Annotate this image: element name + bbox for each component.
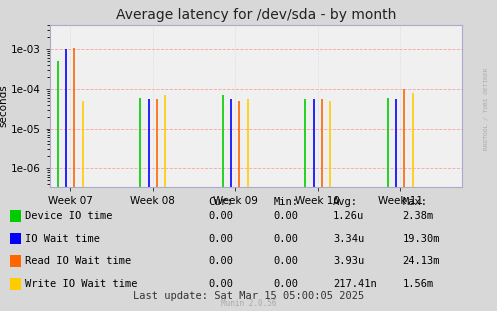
Text: Cur:: Cur: <box>209 197 234 207</box>
Text: 0.00: 0.00 <box>209 234 234 244</box>
Text: 1.26u: 1.26u <box>333 211 364 221</box>
Text: Write IO Wait time: Write IO Wait time <box>25 279 137 289</box>
Title: Average latency for /dev/sda - by month: Average latency for /dev/sda - by month <box>116 8 396 22</box>
Text: Last update: Sat Mar 15 05:00:05 2025: Last update: Sat Mar 15 05:00:05 2025 <box>133 291 364 301</box>
Text: 0.00: 0.00 <box>209 256 234 266</box>
Y-axis label: seconds: seconds <box>0 84 8 127</box>
Text: 217.41n: 217.41n <box>333 279 377 289</box>
Text: 0.00: 0.00 <box>273 256 298 266</box>
Text: 19.30m: 19.30m <box>403 234 440 244</box>
Text: Read IO Wait time: Read IO Wait time <box>25 256 131 266</box>
Text: IO Wait time: IO Wait time <box>25 234 100 244</box>
Text: Device IO time: Device IO time <box>25 211 112 221</box>
Text: Max:: Max: <box>403 197 427 207</box>
Text: 24.13m: 24.13m <box>403 256 440 266</box>
Text: 1.56m: 1.56m <box>403 279 434 289</box>
Text: 0.00: 0.00 <box>209 211 234 221</box>
Text: Munin 2.0.56: Munin 2.0.56 <box>221 299 276 308</box>
Text: 0.00: 0.00 <box>209 279 234 289</box>
Text: 0.00: 0.00 <box>273 234 298 244</box>
Text: RRDTOOL / TOBI OETIKER: RRDTOOL / TOBI OETIKER <box>484 67 489 150</box>
Text: Avg:: Avg: <box>333 197 358 207</box>
Text: 2.38m: 2.38m <box>403 211 434 221</box>
Text: 0.00: 0.00 <box>273 279 298 289</box>
Text: 3.34u: 3.34u <box>333 234 364 244</box>
Text: Min:: Min: <box>273 197 298 207</box>
Text: 0.00: 0.00 <box>273 211 298 221</box>
Text: 3.93u: 3.93u <box>333 256 364 266</box>
